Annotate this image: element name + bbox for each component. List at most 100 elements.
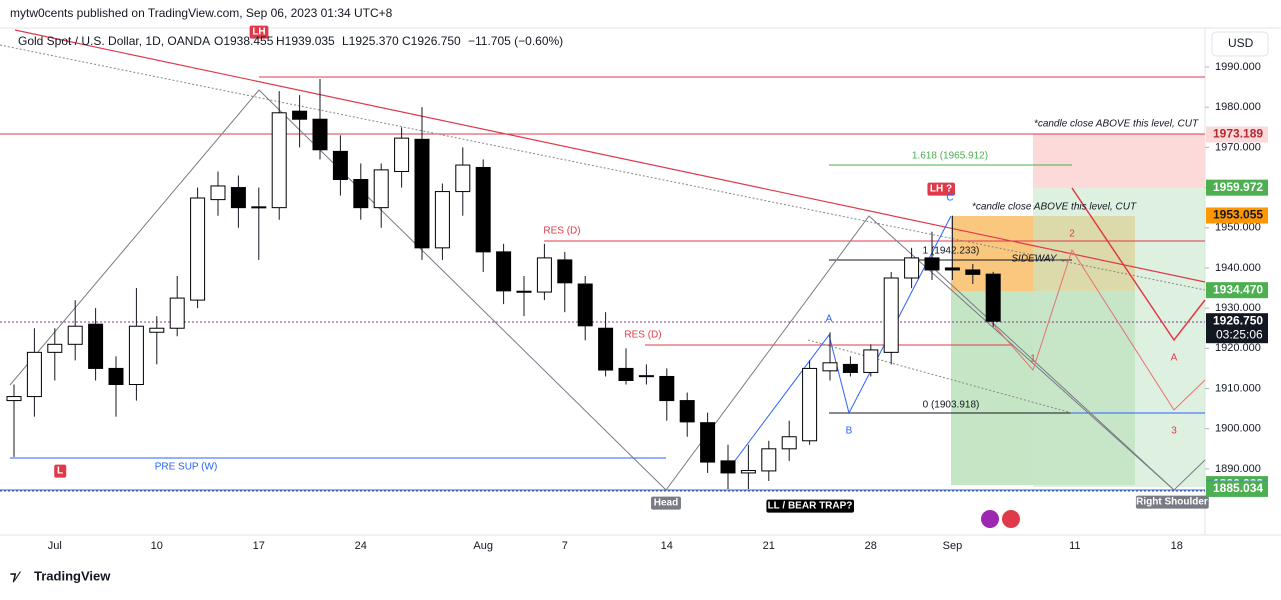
candle-body — [761, 448, 777, 472]
event-icon[interactable] — [981, 510, 999, 528]
candle-body — [475, 166, 491, 253]
candle-body — [394, 137, 410, 172]
x-tick-label: 14 — [661, 540, 673, 552]
candle-body — [353, 179, 369, 209]
candle-body — [332, 150, 348, 181]
candle-body — [6, 396, 22, 402]
annotation: 1 (1942.233) — [923, 246, 980, 257]
y-tick-label: 1900.000 — [1215, 423, 1261, 435]
annotation-bg — [651, 496, 681, 510]
currency-button[interactable] — [1211, 31, 1269, 57]
candle-body — [292, 110, 308, 120]
price-label: 1953.055 — [1213, 208, 1263, 222]
annotation: 2 — [1069, 229, 1075, 240]
candle-body — [190, 197, 206, 301]
candle-body — [781, 436, 797, 450]
y-tick-label: 1930.000 — [1215, 302, 1261, 314]
x-tick-label: Sep — [943, 540, 963, 552]
candle-body — [863, 349, 879, 373]
candle-body — [679, 400, 695, 423]
legend-high: H1939.035 — [276, 34, 335, 48]
candle-body — [88, 323, 104, 369]
annotation: LH ? — [930, 184, 952, 195]
legend-low: L1925.370 — [342, 34, 399, 48]
annotation: A — [1171, 353, 1178, 364]
annotation: *candle close ABOVE this level, CUT — [1034, 119, 1199, 130]
published-line: mytw0cents published on TradingView.com,… — [10, 6, 393, 20]
annotation: A — [826, 314, 833, 325]
candle-body — [924, 257, 940, 271]
candle-body — [720, 460, 736, 474]
candle-body — [128, 325, 144, 386]
candle-body — [822, 362, 838, 372]
price-label: 1934.470 — [1213, 282, 1263, 296]
price-label: 1885.034 — [1213, 481, 1263, 495]
price-label-bg — [1206, 480, 1268, 497]
x-tick-label: Aug — [473, 540, 493, 552]
annotation-bg — [766, 499, 855, 513]
x-tick-label: 7 — [562, 540, 568, 552]
trend-line — [14, 29, 1206, 283]
annotation: *candle close ABOVE this level, CUT — [972, 202, 1137, 213]
price-label-bg — [1206, 282, 1268, 299]
event-icon[interactable] — [1002, 510, 1020, 528]
candle-body — [598, 327, 614, 371]
x-tick-label: 24 — [355, 540, 367, 552]
annotation: Head — [654, 498, 678, 509]
candle-body — [230, 187, 246, 209]
annotation: LL / BEAR TRAP? — [768, 501, 853, 512]
legend-change: −11.705 (−0.60%) — [468, 34, 563, 48]
annotation: 0 (1903.918) — [923, 400, 980, 411]
trend-line — [807, 339, 1073, 414]
annotations: LH LH ?C A B RES (D) RES (D) PRE SUP (W) L Head L… — [54, 25, 1209, 513]
candle-body — [740, 470, 756, 474]
candle-body — [883, 277, 899, 353]
annotation-bg — [249, 25, 269, 39]
annotation: 1 — [1030, 354, 1036, 365]
y-tick-label: 1890.000 — [1215, 463, 1261, 475]
y-tick-label: 1910.000 — [1215, 382, 1261, 394]
candle-body — [169, 297, 185, 329]
candle-body — [373, 169, 389, 209]
candle-body — [944, 267, 960, 271]
annotation: PRE SUP (W) — [155, 462, 218, 473]
y-tick-label: 1970.000 — [1215, 141, 1261, 153]
candle-body — [47, 343, 63, 353]
x-tick-label: 28 — [865, 540, 877, 552]
annotation: RES (D) — [624, 330, 661, 341]
candles — [6, 79, 1001, 490]
projection — [1071, 187, 1206, 342]
projection — [990, 248, 1206, 411]
price-label: 1959.972 — [1213, 180, 1263, 194]
candle-body — [904, 257, 920, 279]
annotation: B — [846, 426, 853, 437]
annotation-bg — [1135, 495, 1209, 509]
x-tick-label: 11 — [1069, 540, 1080, 552]
candle-body — [455, 164, 471, 193]
annotation: 1.618 (1965.912) — [912, 151, 988, 162]
candle-body — [434, 191, 450, 249]
footer-logo: ⁊⁄ — [10, 568, 21, 583]
price-label: 1973.189 — [1213, 127, 1263, 141]
price-label-bg — [1206, 179, 1268, 196]
x-tick-label: 21 — [763, 540, 775, 552]
y-tick-label: 1950.000 — [1215, 222, 1261, 234]
candle-body — [700, 422, 716, 463]
target-zone-2 — [1033, 188, 1205, 487]
trend-line — [0, 44, 1206, 291]
candle-body — [271, 112, 287, 209]
candle-body — [516, 290, 532, 293]
candle-body — [108, 367, 124, 386]
candle-body — [149, 327, 165, 333]
candle-body — [802, 367, 818, 442]
annotation: SIDEWAY — [1011, 254, 1058, 265]
stop-zone — [1033, 134, 1205, 188]
annotation: 3 — [1171, 426, 1177, 437]
x-tick-label: 17 — [253, 540, 265, 552]
candle-body — [414, 138, 430, 249]
annotation: C — [946, 193, 953, 204]
candle-body — [842, 363, 858, 373]
candle-body — [312, 118, 328, 151]
